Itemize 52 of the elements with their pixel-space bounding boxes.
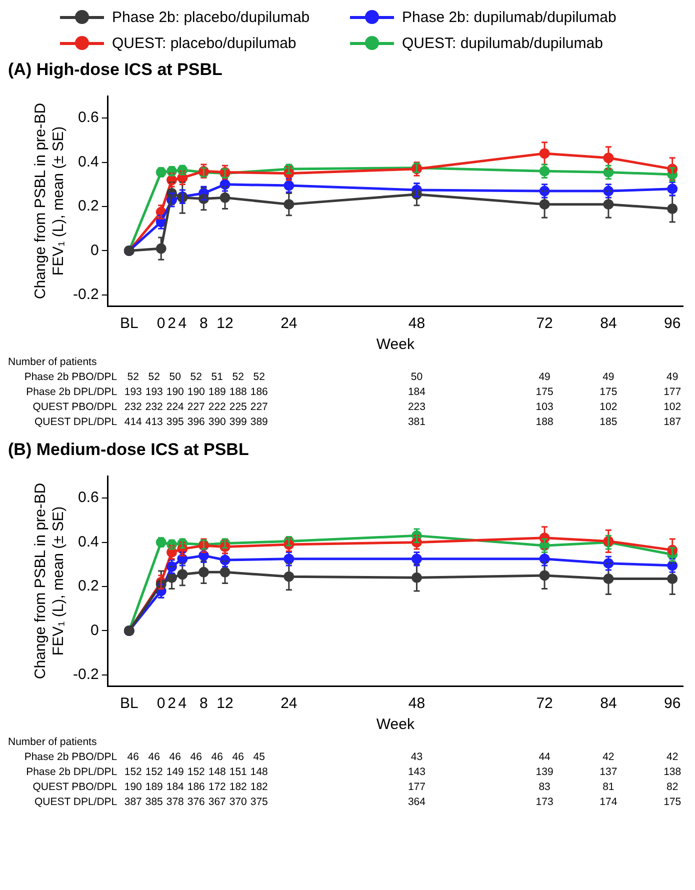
x-tick-label: 96 [664, 695, 681, 712]
text: Phase 2b DPL/DPL 152 152 149 152 148 151 148 143 139 137 138 [26, 766, 682, 778]
text: Phase 2b DPL/DPL 193 193 190 190 189 188 186 184 175 175 177 [26, 386, 682, 398]
text: Phase 2b PBO/DPL 52 52 50 52 51 52 52 50 49 49 49 [24, 371, 678, 383]
x-tick-label: 2 [168, 695, 176, 712]
chart-title: (A) High-dose ICS at PSBL [8, 60, 224, 81]
chart-title: (B) Medium-dose ICS at PSBL [8, 440, 250, 461]
y-tick-label: -0.2 [72, 666, 99, 684]
y-tick-label: -0.2 [72, 286, 99, 304]
x-tick-label: 96 [664, 315, 681, 332]
x-tick-label: 4 [178, 695, 187, 712]
x-tick-label: 72 [536, 695, 553, 712]
legend-label: QUEST: dupilumab/dupilumab [402, 34, 603, 52]
y-axis-title: Change from PSBL in pre-BD FEV₁ (L), mean (± SE) [32, 102, 68, 300]
legend-label: Phase 2b: placebo/dupilumab [112, 8, 310, 26]
y-tick-label: 0.4 [78, 153, 99, 170]
y-axis-title: Change from PSBL in pre-BD FEV₁ (L), mean (± SE) [32, 482, 68, 680]
legend-label: QUEST: placebo/dupilumab [112, 34, 296, 52]
legend-label: Phase 2b: dupilumab/dupilumab [402, 8, 616, 26]
y-tick-label: 0.2 [78, 198, 99, 215]
x-tick-label: 24 [280, 695, 298, 712]
x-tick-label: 0 [156, 695, 166, 712]
y-tick-label: 0.2 [78, 578, 99, 595]
x-tick-label: 12 [216, 315, 234, 332]
x-tick-label: 0 [156, 315, 166, 332]
y-tick-label: 0.6 [78, 109, 99, 126]
y-tick-label: 0.6 [78, 489, 99, 506]
text: QUEST PBO/DPL 232 232 224 227 222 225 227 223 103 102 102 [32, 401, 682, 413]
x-tick-label: 2 [168, 315, 176, 332]
text: Number of patients [8, 736, 97, 748]
x-axis-title: Week [376, 336, 415, 354]
x-tick-label: 48 [408, 315, 426, 332]
x-tick-label: 72 [536, 315, 553, 332]
y-tick-label: 0.4 [78, 533, 99, 550]
x-tick-label: 8 [200, 315, 208, 332]
x-tick-label: 4 [178, 315, 187, 332]
text: QUEST DPL/DPL 387 385 378 376 367 370 375 364 173 174 175 [34, 796, 682, 808]
y-tick-label: 0 [90, 622, 99, 639]
x-tick-label: 12 [216, 695, 234, 712]
x-tick-label: 48 [408, 695, 426, 712]
y-tick-label: 0 [90, 242, 99, 259]
text: QUEST DPL/DPL 414 413 395 396 390 399 389 381 188 185 187 [34, 416, 682, 428]
x-tick-label: 8 [200, 695, 208, 712]
x-tick-label: 84 [600, 695, 617, 712]
x-tick-label: 84 [600, 315, 617, 332]
text: Number of patients [8, 356, 97, 368]
x-tick-label: BL [120, 315, 138, 332]
text: QUEST PBO/DPL 190 189 184 186 172 182 182 177 83 81 82 [32, 781, 678, 793]
text: Phase 2b PBO/DPL 46 46 46 46 46 46 45 43 44 42 42 [24, 751, 678, 763]
x-tick-label: BL [120, 695, 138, 712]
x-tick-label: 24 [280, 315, 298, 332]
x-axis-title: Week [376, 716, 415, 734]
